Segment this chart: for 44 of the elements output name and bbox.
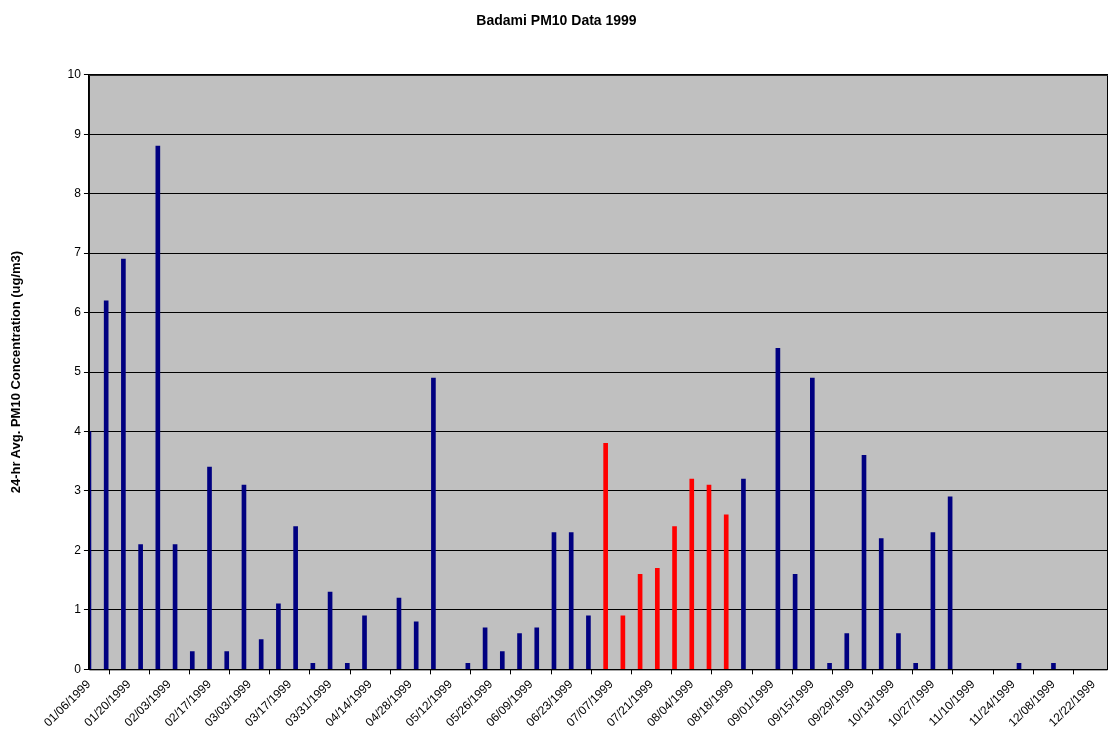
y-tick-label: 9: [74, 126, 82, 141]
bar: [586, 615, 591, 670]
bar: [431, 377, 436, 670]
bar: [844, 633, 850, 670]
chart-title: Badami PM10 Data 1999: [476, 12, 637, 29]
y-axis-title: 24-hr Avg. PM10 Concentration (ug/m3): [8, 250, 24, 494]
y-tick-label: 6: [74, 304, 82, 319]
bar: [1051, 663, 1056, 670]
bar: [207, 466, 212, 670]
bar: [896, 633, 901, 670]
y-tick-label: 2: [74, 542, 82, 557]
bar: [654, 567, 660, 670]
y-tick-label: 8: [74, 186, 82, 201]
bar: [913, 663, 918, 670]
bar: [224, 651, 230, 670]
y-tick-label: 0: [74, 661, 82, 676]
bar: [534, 627, 540, 670]
bar: [258, 639, 264, 670]
bar: [413, 621, 419, 670]
bar: [499, 651, 505, 670]
bar: [603, 443, 608, 670]
bar: [827, 663, 832, 670]
y-tick-label: 4: [74, 423, 82, 438]
bar: [344, 663, 350, 670]
y-tick-label: 3: [74, 483, 82, 498]
y-tick-label: 1: [74, 602, 82, 617]
bar: [189, 651, 195, 670]
bar: [672, 526, 677, 670]
bar: [689, 478, 695, 670]
bar: [741, 478, 746, 670]
bar: [810, 377, 815, 670]
bar: [878, 538, 884, 670]
bar: [138, 544, 143, 670]
y-tick-label: 5: [74, 364, 82, 379]
bar: [293, 526, 298, 670]
bar: [276, 603, 281, 670]
bar: [517, 633, 522, 670]
bar: [723, 514, 729, 670]
bar: [103, 300, 109, 670]
y-tick-label: 10: [67, 67, 82, 82]
y-tick-label: 7: [74, 245, 82, 260]
bar: [121, 258, 126, 670]
bar: [568, 532, 574, 670]
bar: [362, 615, 367, 670]
